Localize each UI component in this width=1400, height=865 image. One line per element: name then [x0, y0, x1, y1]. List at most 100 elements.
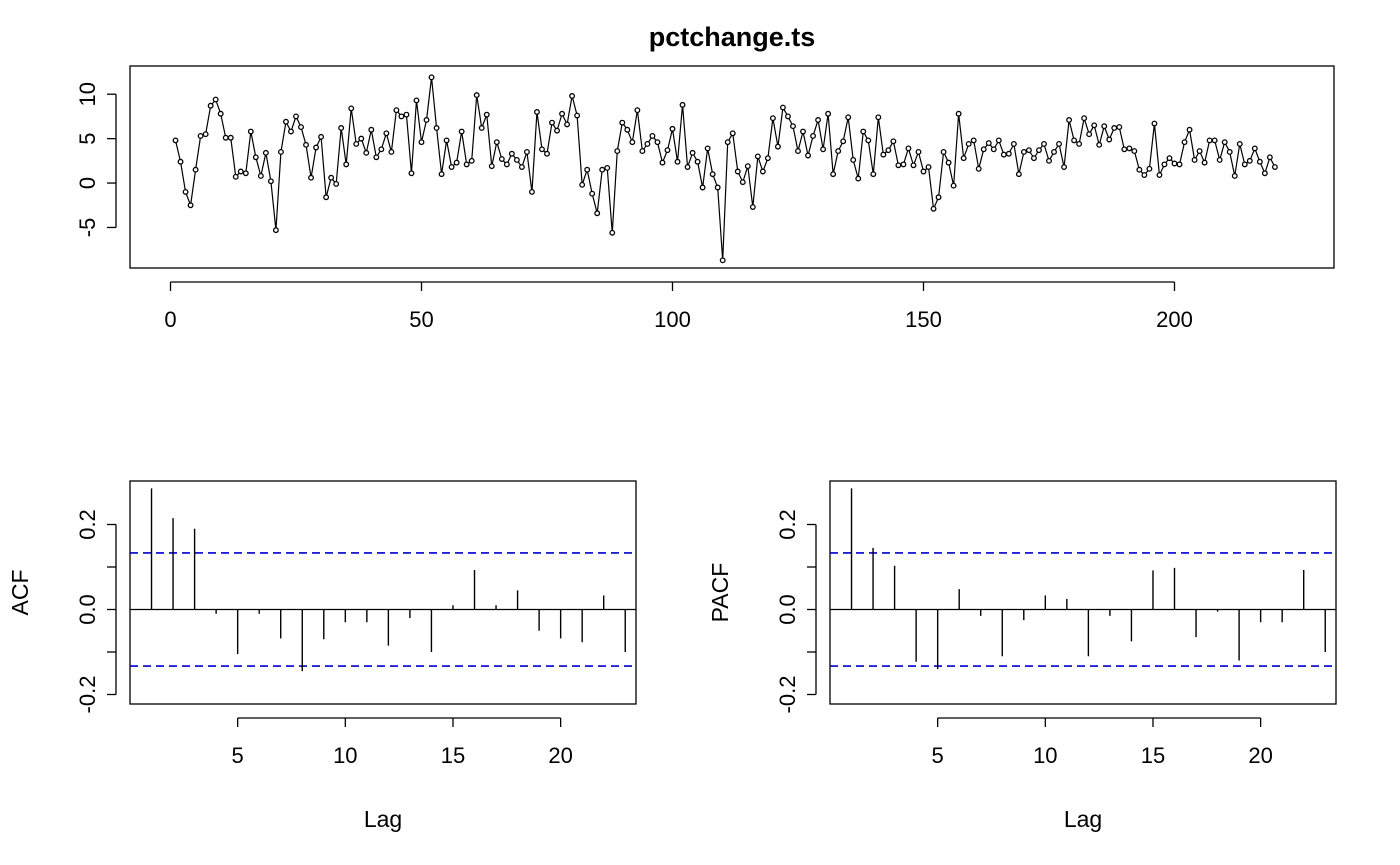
data-point — [1051, 148, 1057, 155]
data-point — [1091, 122, 1098, 129]
data-point — [805, 152, 811, 159]
data-point — [1206, 137, 1213, 144]
data-point — [1181, 139, 1188, 146]
data-point — [288, 128, 294, 135]
data-point — [418, 139, 425, 146]
data-point — [624, 126, 631, 133]
x-tick-label: 5 — [232, 743, 244, 768]
data-point — [815, 117, 822, 123]
data-point — [1166, 155, 1173, 162]
data-point — [483, 111, 490, 118]
data-point — [222, 134, 229, 141]
data-point — [1005, 150, 1012, 157]
data-point — [579, 181, 586, 188]
data-point — [840, 138, 847, 145]
data-point — [960, 155, 967, 162]
data-point — [564, 121, 571, 128]
data-point — [428, 74, 435, 81]
data-point — [323, 194, 330, 201]
data-point — [554, 127, 560, 134]
data-point — [202, 131, 209, 138]
data-point — [890, 138, 897, 145]
data-point — [217, 110, 224, 117]
data-point — [654, 139, 661, 146]
data-point — [182, 188, 189, 195]
data-point — [523, 148, 530, 155]
data-point — [940, 148, 947, 155]
data-point — [885, 147, 892, 154]
data-point — [408, 170, 415, 177]
data-point — [704, 145, 711, 152]
data-point — [388, 148, 395, 155]
data-point — [403, 111, 410, 118]
data-point — [619, 119, 626, 126]
y-tick-label: 0.2 — [775, 509, 800, 540]
data-point — [754, 153, 761, 160]
y-tick-label: 0.0 — [775, 594, 800, 625]
data-point — [769, 115, 776, 122]
data-point — [1221, 139, 1228, 146]
data-point — [995, 137, 1002, 144]
data-point — [549, 119, 555, 126]
data-point — [368, 126, 375, 133]
data-point — [1271, 164, 1278, 171]
data-point — [825, 110, 832, 117]
x-axis-title: Lag — [364, 806, 402, 832]
data-point — [353, 141, 360, 147]
data-point — [503, 161, 510, 168]
data-point — [935, 194, 942, 201]
data-point — [1010, 141, 1017, 147]
pacf-panel: 5 10 15 20 Lag -0.2 0.0 0.2 PACF — [707, 480, 1337, 832]
data-point — [277, 148, 284, 155]
data-point — [860, 128, 867, 135]
plot-frame — [129, 480, 637, 705]
data-point — [569, 93, 576, 99]
acf-panel: 5 10 15 20 Lag -0.2 0.0 0.2 ACF — [7, 480, 637, 832]
data-point — [1066, 117, 1073, 123]
data-point — [1261, 170, 1268, 177]
data-point — [980, 146, 987, 153]
data-point — [634, 107, 641, 114]
data-point — [242, 170, 249, 177]
data-point — [1136, 166, 1143, 173]
series-line — [174, 77, 1276, 261]
data-point — [734, 168, 741, 175]
data-point — [1076, 141, 1083, 147]
data-point — [508, 150, 515, 157]
data-point — [905, 145, 912, 152]
data-point — [1071, 137, 1078, 144]
data-point — [458, 128, 465, 135]
data-point — [779, 104, 786, 111]
data-point — [187, 202, 194, 209]
data-point — [468, 157, 475, 164]
data-point — [448, 164, 455, 171]
x-axis-title: Lag — [1064, 806, 1102, 832]
x-tick-label: 10 — [333, 743, 357, 768]
data-point — [1015, 171, 1022, 178]
data-point — [398, 113, 405, 120]
data-point — [674, 158, 681, 165]
data-point — [1000, 151, 1007, 158]
data-point — [1030, 155, 1037, 162]
data-point — [644, 141, 651, 147]
data-point — [513, 156, 520, 163]
data-point — [318, 133, 325, 140]
data-point — [1101, 123, 1108, 130]
data-point — [1266, 154, 1273, 161]
data-point — [1116, 124, 1123, 131]
data-point — [1096, 141, 1103, 148]
data-point — [559, 110, 566, 117]
data-point — [795, 148, 801, 155]
data-point — [920, 168, 927, 175]
data-point — [1025, 147, 1032, 154]
data-point — [880, 151, 887, 158]
data-point — [247, 128, 254, 135]
data-point — [1256, 158, 1263, 165]
data-point — [528, 188, 535, 195]
data-point — [1241, 161, 1248, 168]
data-point — [1041, 141, 1047, 147]
data-point — [719, 257, 726, 264]
chart-title: pctchange.ts — [649, 22, 816, 52]
data-point — [1251, 145, 1258, 152]
data-point — [694, 158, 701, 165]
